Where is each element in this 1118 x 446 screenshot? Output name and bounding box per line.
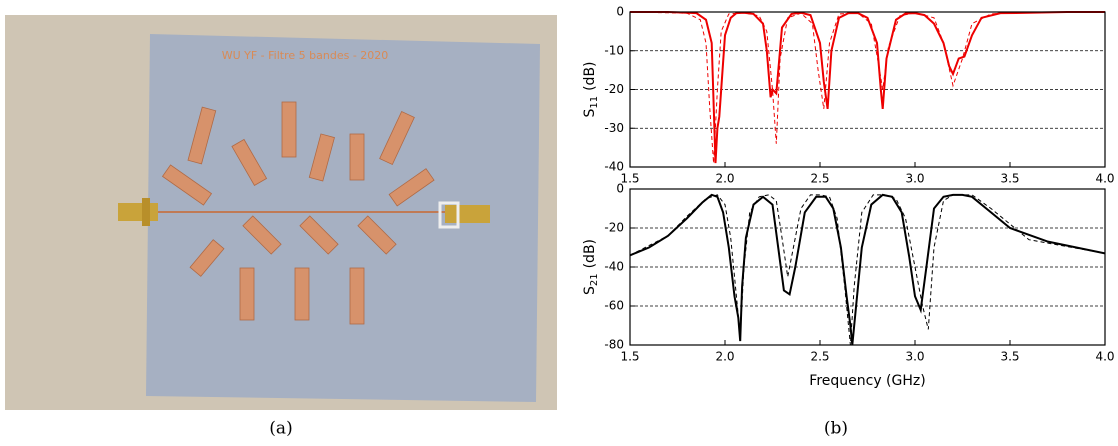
- y-tick-label: -20: [604, 82, 624, 96]
- y-axis-label: S11 (dB): [582, 61, 600, 117]
- y-tick-label: -20: [604, 221, 624, 235]
- photo: WU YF - Filtre 5 bandes - 2020: [5, 15, 557, 410]
- y-axis-label-main: S: [582, 109, 598, 118]
- x-tick-label: 2.0: [715, 350, 734, 364]
- plot-frame: [629, 188, 1106, 346]
- caption: (a): [269, 419, 292, 439]
- y-tick-label: -10: [604, 43, 624, 57]
- y-tick-label: -60: [604, 299, 624, 313]
- board-label: WU YF - Filtre 5 bandes - 2020: [222, 49, 389, 62]
- y-axis-label-sub: 11: [589, 96, 600, 109]
- y-axis-label: S21 (dB): [582, 239, 600, 295]
- x-tick-label: 2.0: [715, 172, 734, 186]
- y-axis-label-sub: 21: [589, 273, 600, 286]
- caption: (b): [824, 419, 848, 439]
- x-tick-label: 3.5: [1000, 350, 1019, 364]
- x-tick-label: 2.5: [810, 172, 829, 186]
- y-axis-label-main: S: [582, 286, 598, 295]
- y-axis-label-unit: (dB): [582, 239, 598, 268]
- y-tick-label: 0: [616, 5, 624, 19]
- x-axis-label: Frequency (GHz): [809, 373, 925, 389]
- series-line: [630, 193, 1105, 346]
- x-tick-label: 1.5: [620, 172, 639, 186]
- y-tick-label: -30: [604, 121, 624, 135]
- x-tick-label: 2.5: [810, 350, 829, 364]
- x-tick-label: 4.0: [1095, 350, 1114, 364]
- y-tick-label: -40: [604, 260, 624, 274]
- plot-frame: [629, 11, 1106, 168]
- y-tick-label: 0: [616, 182, 624, 196]
- y-tick-label: -80: [604, 338, 624, 352]
- x-tick-label: 1.5: [620, 350, 639, 364]
- connectors: [118, 198, 490, 229]
- series-line: [630, 11, 1105, 164]
- x-tick-label: 4.0: [1095, 172, 1114, 186]
- y-tick-label: -40: [604, 160, 624, 174]
- series-line: [630, 11, 1105, 164]
- x-tick-label: 3.0: [905, 172, 924, 186]
- copper-stubs: [145, 101, 460, 325]
- series-line: [630, 194, 1105, 346]
- x-tick-label: 3.0: [905, 350, 924, 364]
- y-axis-label-unit: (dB): [582, 61, 598, 90]
- x-tick-label: 3.5: [1000, 172, 1019, 186]
